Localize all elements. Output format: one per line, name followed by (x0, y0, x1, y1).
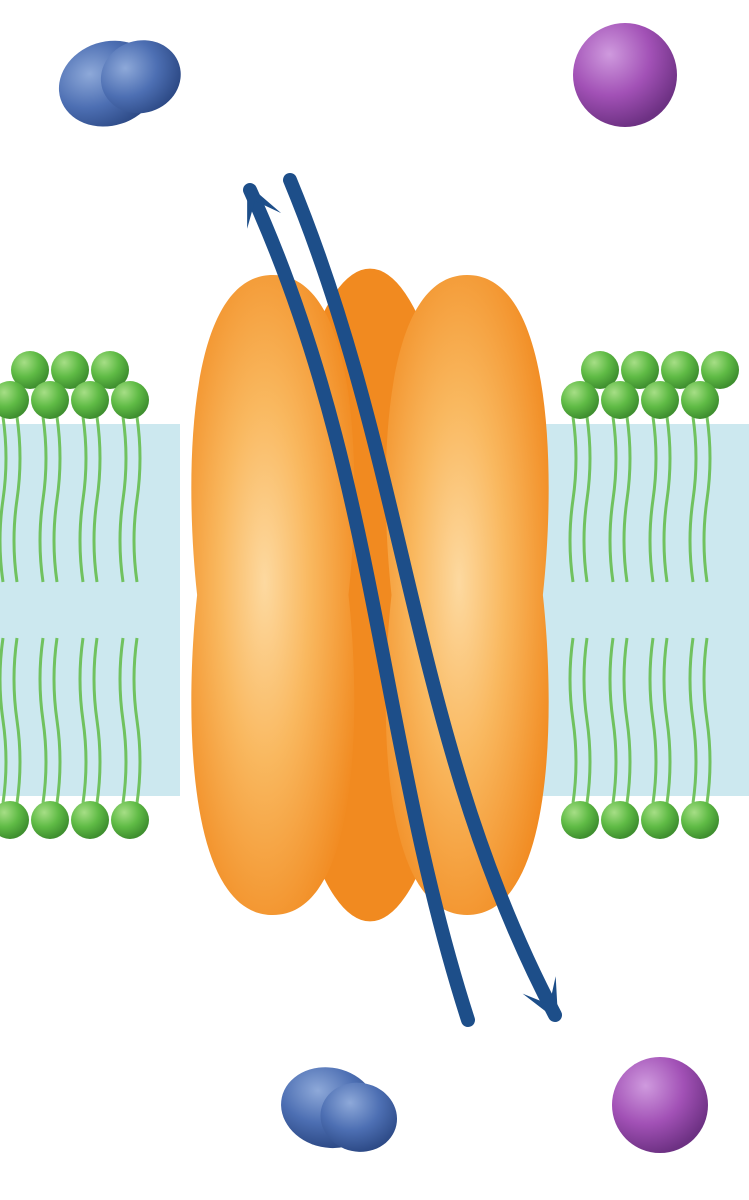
blue-molecule (273, 1058, 405, 1161)
diagram-stage (0, 0, 749, 1200)
blue-molecule (48, 21, 191, 139)
purple-molecule (573, 23, 677, 127)
purple-molecule (612, 1057, 708, 1153)
